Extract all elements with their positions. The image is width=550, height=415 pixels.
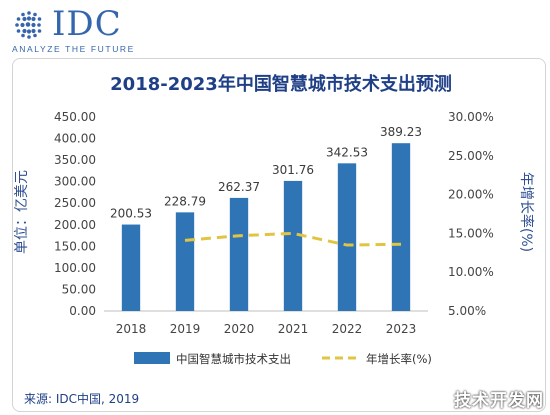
right-axis-ticks: 5.00% 10.00% 15.00% 20.00% 25.00% 30.00% [448, 110, 494, 318]
left-tick-label: 50.00 [62, 282, 96, 296]
source-note: 来源: IDC中国, 2019 [24, 391, 139, 406]
left-tick-label: 250.00 [54, 196, 96, 210]
chart-frame [12, 58, 546, 412]
right-tick-label: 5.00% [448, 304, 486, 318]
logo-wordmark: IDC [52, 4, 122, 44]
x-tick-label: 2019 [170, 322, 201, 336]
right-tick-label: 20.00% [448, 188, 494, 202]
x-tick-label: 2018 [116, 322, 147, 336]
bar [175, 212, 195, 311]
right-tick-label: 10.00% [448, 265, 494, 279]
legend-bar-swatch [134, 352, 170, 364]
bar-data-labels: 200.53 228.79 262.37 301.76 342.53 389.23 [110, 125, 422, 220]
bar [337, 163, 357, 311]
left-tick-label: 200.00 [54, 218, 96, 232]
right-axis-label: 年增长率(%) [518, 172, 535, 252]
legend-bar-label: 中国智慧城市技术支出 [176, 352, 291, 366]
bar-value-label: 342.53 [326, 145, 368, 159]
left-tick-label: 350.00 [54, 153, 96, 167]
bar-value-label: 262.37 [218, 180, 260, 194]
x-tick-label: 2022 [332, 322, 363, 336]
logo-tagline: ANALYZE THE FUTURE [12, 44, 135, 54]
bar-value-label: 228.79 [164, 194, 206, 208]
left-tick-label: 300.00 [54, 175, 96, 189]
left-tick-label: 150.00 [54, 239, 96, 253]
right-tick-label: 15.00% [448, 226, 494, 240]
x-axis-ticks: 2018 2019 2020 2021 2022 2023 [116, 322, 417, 336]
bar-value-label: 200.53 [110, 207, 152, 221]
bar-value-label: 389.23 [380, 125, 422, 139]
x-tick-label: 2020 [224, 322, 255, 336]
chart-title: 2018-2023年中国智慧城市技术支出预测 [110, 73, 452, 95]
bar [283, 180, 303, 311]
left-tick-label: 400.00 [54, 132, 96, 146]
bar [121, 224, 141, 311]
legend: 中国智慧城市技术支出 年增长率(%) [134, 352, 432, 366]
bar-value-label: 301.76 [272, 163, 314, 177]
left-axis-label: 单位：亿美元 [14, 170, 30, 254]
left-tick-label: 0.00 [69, 304, 96, 318]
x-tick-label: 2021 [278, 322, 309, 336]
bar [229, 197, 249, 311]
growth-rate-series [184, 231, 402, 247]
left-axis-ticks: 0.00 50.00 100.00 150.00 200.00 250.00 300.00 3… [54, 110, 96, 318]
legend-line-label: 年增长率(%) [366, 352, 432, 366]
right-tick-label: 25.00% [448, 149, 494, 163]
header: IDC ANALYZE THE FUTURE [0, 0, 550, 54]
watermark: 技术开发网 [454, 391, 544, 411]
left-tick-label: 100.00 [54, 261, 96, 275]
bar-series [121, 143, 411, 311]
growth-rate-line [184, 231, 402, 247]
left-tick-label: 450.00 [54, 110, 96, 124]
x-tick-label: 2023 [386, 322, 417, 336]
bar [391, 143, 411, 311]
globe-icon [15, 11, 42, 39]
right-tick-label: 30.00% [448, 110, 494, 124]
